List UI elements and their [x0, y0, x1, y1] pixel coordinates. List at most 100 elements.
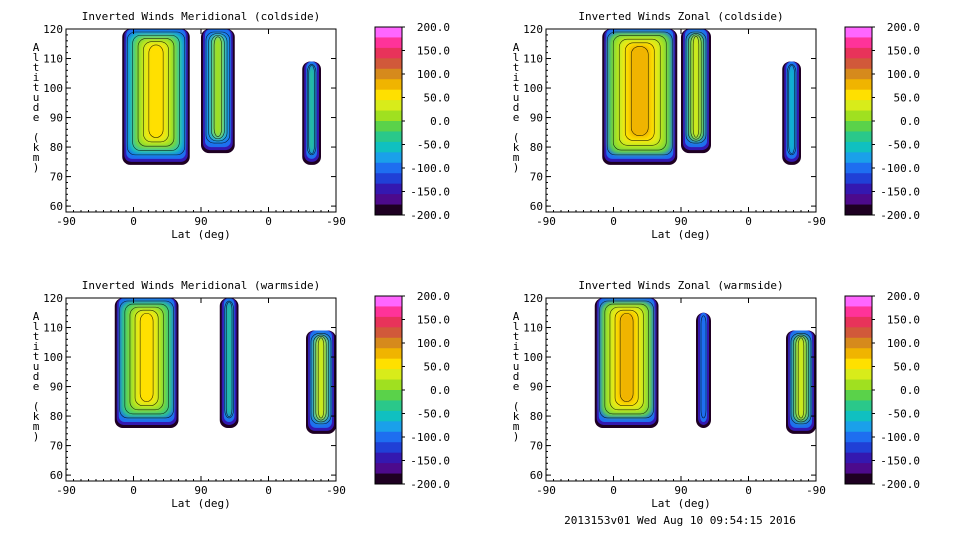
colorbar-swatch [375, 141, 402, 153]
colorbar-swatch [375, 131, 402, 143]
colorbar-swatch [845, 473, 872, 485]
x-tick-label: 0 [265, 484, 272, 497]
colorbar-label: 100.0 [887, 337, 920, 350]
colorbar-label: -100.0 [880, 431, 920, 444]
colorbar-swatch [845, 152, 872, 164]
colorbar-swatch [845, 27, 872, 38]
y-tick-label: 60 [50, 200, 63, 213]
colorbar-swatch [375, 358, 402, 370]
colorbar-swatch [845, 100, 872, 112]
wind-region-0 [594, 298, 659, 428]
x-axis-label: Lat (deg) [651, 228, 711, 241]
colorbar-label: 100.0 [417, 68, 450, 81]
colorbar-label: 50.0 [894, 92, 921, 105]
colorbar-swatch [845, 173, 872, 185]
x-tick-label: -90 [326, 484, 346, 497]
colorbar-swatch [375, 183, 402, 195]
colorbar-label: -150.0 [410, 455, 450, 468]
colorbar-swatch [375, 47, 402, 59]
wind-region-0 [602, 29, 678, 165]
colorbar-swatch [845, 296, 872, 307]
y-tick-label: 120 [43, 292, 63, 305]
x-tick-label: 0 [130, 484, 137, 497]
colorbar-label: 200.0 [417, 290, 450, 303]
colorbar: 200.0 150.0 100.0 50.0 0.0 -50.0 -100.0 -150.0 -… [374, 21, 451, 222]
y-tick-label: 100 [43, 82, 63, 95]
colorbar-label: -100.0 [410, 162, 450, 175]
y-tick-label: 110 [523, 53, 543, 66]
colorbar-swatch [375, 79, 402, 91]
x-tick-label: 0 [265, 215, 272, 228]
y-tick-label: 120 [523, 23, 543, 36]
colorbar-label: -100.0 [880, 162, 920, 175]
colorbar-label: 50.0 [424, 92, 451, 105]
y-tick-label: 70 [50, 440, 63, 453]
colorbar-swatch [375, 421, 402, 433]
y-tick-label: 60 [530, 200, 543, 213]
colorbar-label: -150.0 [880, 455, 920, 468]
colorbar-swatch [375, 410, 402, 422]
colorbar-label: -150.0 [410, 186, 450, 199]
colorbar-swatch [845, 183, 872, 195]
colorbar-label: 200.0 [887, 290, 920, 303]
colorbar-swatch [375, 110, 402, 122]
colorbar-swatch [375, 58, 402, 70]
y-tick-label: 110 [43, 53, 63, 66]
colorbar-swatch [375, 473, 402, 485]
x-tick-label: 90 [194, 215, 207, 228]
colorbar-swatch [375, 152, 402, 164]
contour-field [114, 298, 336, 434]
colorbar-label: 150.0 [887, 45, 920, 58]
colorbar-swatch [845, 47, 872, 59]
colorbar-swatch [845, 162, 872, 174]
colorbar-swatch [845, 194, 872, 206]
contour-field [594, 298, 816, 434]
colorbar-swatch [845, 110, 872, 122]
colorbar-label: -50.0 [417, 408, 450, 421]
colorbar-swatch [375, 379, 402, 391]
colorbar-swatch [845, 131, 872, 143]
colorbar-swatch [375, 463, 402, 475]
y-tick-label: 110 [43, 322, 63, 335]
y-tick-label: 100 [523, 351, 543, 364]
colorbar-swatch [845, 68, 872, 80]
wind-region-0 [122, 29, 190, 165]
colorbar-swatch [845, 452, 872, 464]
panel-title: Inverted Winds Zonal (coldside) [578, 10, 783, 23]
y-tick-label: 120 [523, 292, 543, 305]
wind-region-2 [306, 330, 336, 434]
colorbar-swatch [375, 337, 402, 349]
colorbar-swatch [375, 173, 402, 185]
y-tick-label: 90 [530, 381, 543, 394]
colorbar-swatch [845, 369, 872, 381]
y-tick-label: 80 [530, 410, 543, 423]
colorbar-swatch [845, 79, 872, 91]
colorbar-label: -50.0 [887, 139, 920, 152]
x-tick-label: -90 [56, 484, 76, 497]
colorbar-swatch [375, 204, 402, 216]
colorbar-label: -50.0 [417, 139, 450, 152]
colorbar-swatch [375, 431, 402, 443]
colorbar-swatch [845, 431, 872, 443]
panel-zonal-cold: 60 70 80 90 100 110 120 -90 0 90 0 -90 Inverted Wind… [513, 10, 826, 241]
colorbar: 200.0 150.0 100.0 50.0 0.0 -50.0 -100.0 -150.0 -… [374, 290, 450, 491]
plot-frame [65, 297, 337, 482]
colorbar-label: 0.0 [900, 115, 920, 128]
colorbar: 200.0 150.0 100.0 50.0 0.0 -50.0 -100.0 -150.0 -… [844, 21, 921, 222]
colorbar-swatch [375, 296, 402, 307]
y-tick-label: 90 [50, 112, 63, 125]
x-tick-label: -90 [536, 215, 556, 228]
x-tick-label: 90 [674, 484, 687, 497]
y-tick-label: 60 [50, 469, 63, 482]
colorbar-swatch [845, 141, 872, 153]
colorbar-swatch [375, 452, 402, 464]
colorbar-swatch [375, 327, 402, 339]
colorbar-label: -200.0 [410, 209, 450, 222]
colorbar-label: 0.0 [900, 384, 920, 397]
x-tick-label: -90 [56, 215, 76, 228]
x-axis-label: Lat (deg) [651, 497, 711, 510]
y-tick-label: 60 [530, 469, 543, 482]
